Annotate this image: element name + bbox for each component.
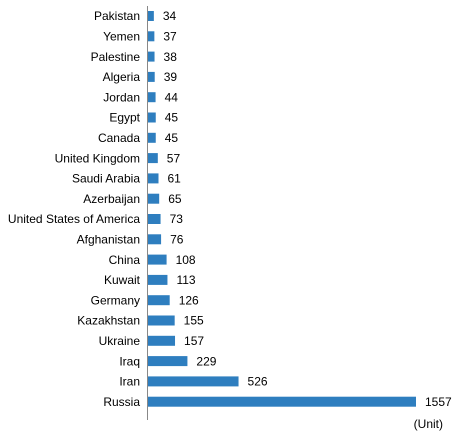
bar-iran (148, 376, 239, 387)
bar-kazakhstan (148, 315, 175, 326)
bar-algeria (148, 71, 155, 82)
category-label-germany: Germany (91, 293, 140, 307)
data-label-russia: 1557 (425, 395, 452, 409)
bar-yemen (148, 31, 155, 42)
category-label-yemen: Yemen (103, 30, 140, 44)
bar-united-kingdom (148, 153, 158, 164)
data-label-algeria: 39 (164, 70, 178, 84)
bar-kuwait (148, 274, 168, 285)
bar-egypt (148, 112, 156, 123)
bar-iraq (148, 356, 188, 367)
data-label-pakistan: 34 (163, 9, 177, 23)
unit-label: (Unit) (414, 417, 443, 431)
data-label-united-states-of-america: 73 (170, 212, 184, 226)
data-label-china: 108 (176, 253, 196, 267)
category-label-algeria: Algeria (103, 70, 141, 84)
bar-pakistan (148, 11, 154, 21)
bar-afghanistan (148, 234, 162, 245)
category-label-iran: Iran (119, 375, 140, 389)
category-label-united-kingdom: United Kingdom (55, 151, 140, 165)
bar-saudi-arabia (148, 173, 159, 184)
category-labels: Pakistan Yemen Palestine Algeria Jordan Egypt… (8, 9, 141, 409)
category-label-united-states-of-america: United States of America (8, 212, 140, 226)
bar-palestine (148, 51, 155, 62)
category-label-kuwait: Kuwait (104, 273, 141, 287)
category-label-saudi-arabia: Saudi Arabia (72, 172, 140, 186)
category-label-azerbaijan: Azerbaijan (83, 192, 140, 206)
category-label-pakistan: Pakistan (94, 9, 140, 23)
data-label-kazakhstan: 155 (184, 314, 204, 328)
category-label-afghanistan: Afghanistan (77, 233, 140, 247)
data-label-kuwait: 113 (176, 273, 195, 287)
category-label-jordan: Jordan (103, 90, 140, 104)
category-label-iraq: Iraq (119, 354, 140, 368)
data-labels: 34 37 38 39 44 45 45 57 61 65 73 76 108 113 126 155 157 2… (163, 9, 452, 409)
bar-ukraine (148, 335, 176, 346)
category-label-canada: Canada (98, 131, 140, 145)
bar-canada (148, 132, 156, 143)
data-label-jordan: 44 (165, 90, 179, 104)
data-label-germany: 126 (179, 293, 199, 307)
category-label-ukraine: Ukraine (99, 334, 141, 348)
category-label-china: China (109, 253, 141, 267)
data-label-iraq: 229 (196, 354, 216, 368)
data-label-ukraine: 157 (184, 334, 204, 348)
bar-azerbaijan (148, 193, 160, 204)
category-label-kazakhstan: Kazakhstan (77, 314, 140, 328)
bars (148, 11, 416, 407)
data-label-palestine: 38 (164, 50, 178, 64)
data-label-iran: 526 (248, 375, 268, 389)
bar-germany (148, 295, 170, 306)
data-label-united-kingdom: 57 (167, 151, 181, 165)
bar-jordan (148, 92, 156, 103)
bar-united-states-of-america (148, 214, 161, 224)
data-label-azerbaijan: 65 (168, 192, 182, 206)
data-label-saudi-arabia: 61 (168, 172, 182, 186)
data-label-canada: 45 (165, 131, 179, 145)
category-label-russia: Russia (103, 395, 140, 409)
category-label-palestine: Palestine (91, 50, 141, 64)
bar-russia (148, 396, 416, 407)
data-label-yemen: 37 (163, 30, 177, 44)
bar-china (148, 254, 167, 265)
data-label-egypt: 45 (165, 111, 179, 125)
data-label-afghanistan: 76 (170, 233, 184, 247)
category-label-egypt: Egypt (109, 111, 140, 125)
